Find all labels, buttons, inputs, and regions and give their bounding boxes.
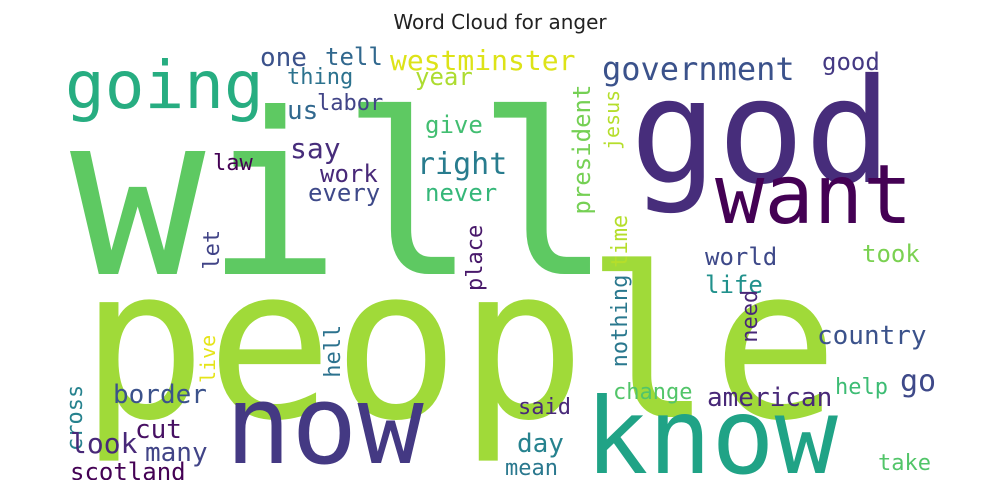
word-took: took xyxy=(862,240,920,268)
word-right: right xyxy=(417,147,508,182)
chart-title: Word Cloud for anger xyxy=(393,10,607,34)
word-will: will xyxy=(70,66,612,328)
word-place: place xyxy=(463,224,488,291)
word-help: help xyxy=(835,375,888,400)
word-westminster: westminster xyxy=(390,45,576,77)
word-border: border xyxy=(113,380,207,410)
word-labor: labor xyxy=(317,91,384,116)
word-said: said xyxy=(518,395,571,420)
word-nothing: nothing xyxy=(608,274,633,368)
word-want: want xyxy=(715,148,913,243)
word-work: work xyxy=(320,160,378,188)
word-give: give xyxy=(425,111,483,139)
word-law: law xyxy=(213,151,253,176)
word-now: now xyxy=(225,361,424,480)
word-change: change xyxy=(613,380,693,405)
word-every: every xyxy=(308,179,381,207)
word-many: many xyxy=(145,438,208,468)
word-us: us xyxy=(287,96,319,126)
word-cut: cut xyxy=(135,415,182,445)
word-world: world xyxy=(705,243,778,271)
word-mean: mean xyxy=(505,456,558,480)
word-hell: hell xyxy=(321,324,346,378)
word-cloud: will people god now know want going government w… xyxy=(65,45,935,480)
word-need: need xyxy=(738,289,763,343)
word-american: american xyxy=(707,383,833,413)
word-let: let xyxy=(200,229,225,270)
word-president: president xyxy=(568,84,596,215)
word-go: go xyxy=(900,364,935,399)
word-year: year xyxy=(415,63,473,91)
word-look: look xyxy=(70,427,138,460)
word-country: country xyxy=(817,321,927,351)
word-thing: thing xyxy=(287,65,354,90)
word-god: god xyxy=(630,48,892,217)
word-time: time xyxy=(608,214,633,268)
word-one: one xyxy=(260,45,307,73)
word-people: people xyxy=(80,222,839,467)
word-going: going xyxy=(65,47,264,124)
word-take: take xyxy=(878,451,931,476)
word-live: live xyxy=(196,334,220,383)
word-know: know xyxy=(585,376,838,481)
word-tell: tell xyxy=(325,45,383,71)
word-good: good xyxy=(822,48,880,76)
word-government: government xyxy=(602,50,795,88)
word-jesus: jesus xyxy=(600,89,624,150)
word-say: say xyxy=(290,132,341,165)
word-never: never xyxy=(425,179,498,207)
word-day: day xyxy=(517,429,564,459)
word-life: life xyxy=(705,271,763,299)
word-scotland: scotland xyxy=(70,458,186,480)
